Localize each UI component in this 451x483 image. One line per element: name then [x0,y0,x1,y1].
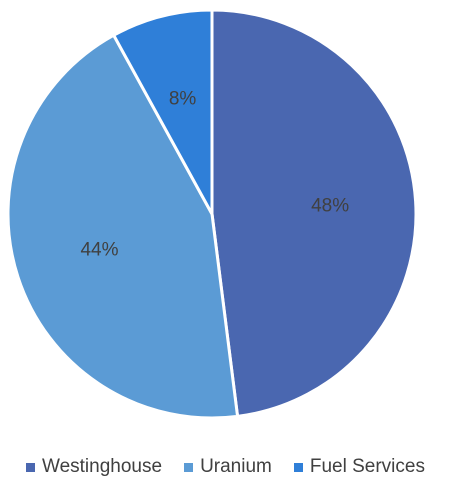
pie-slice-uranium [6,33,240,420]
legend-label-fuel-services: Fuel Services [309,456,425,477]
data-label-westinghouse: 48% [311,196,349,217]
legend-swatch-uranium [184,462,194,472]
legend-item-fuel-services: Fuel Services [293,456,425,478]
chart-legend: Westinghouse Uranium Fuel Services [0,452,451,482]
data-label-fuel-services: 8% [169,88,197,109]
legend-label-westinghouse: Westinghouse [42,456,163,477]
legend-item-westinghouse: Westinghouse [26,456,162,478]
pie-slice-westinghouse [210,8,418,419]
pie-slice-fuel-services [111,8,214,215]
legend-swatch-westinghouse [26,462,35,472]
data-label-uranium: 44% [80,240,118,261]
legend-swatch-fuel-services [293,462,303,472]
pie-chart-plot: 48% 44% 8% [6,8,418,420]
legend-label-uranium: Uranium [200,456,272,477]
legend-item-uranium: Uranium [184,456,272,478]
